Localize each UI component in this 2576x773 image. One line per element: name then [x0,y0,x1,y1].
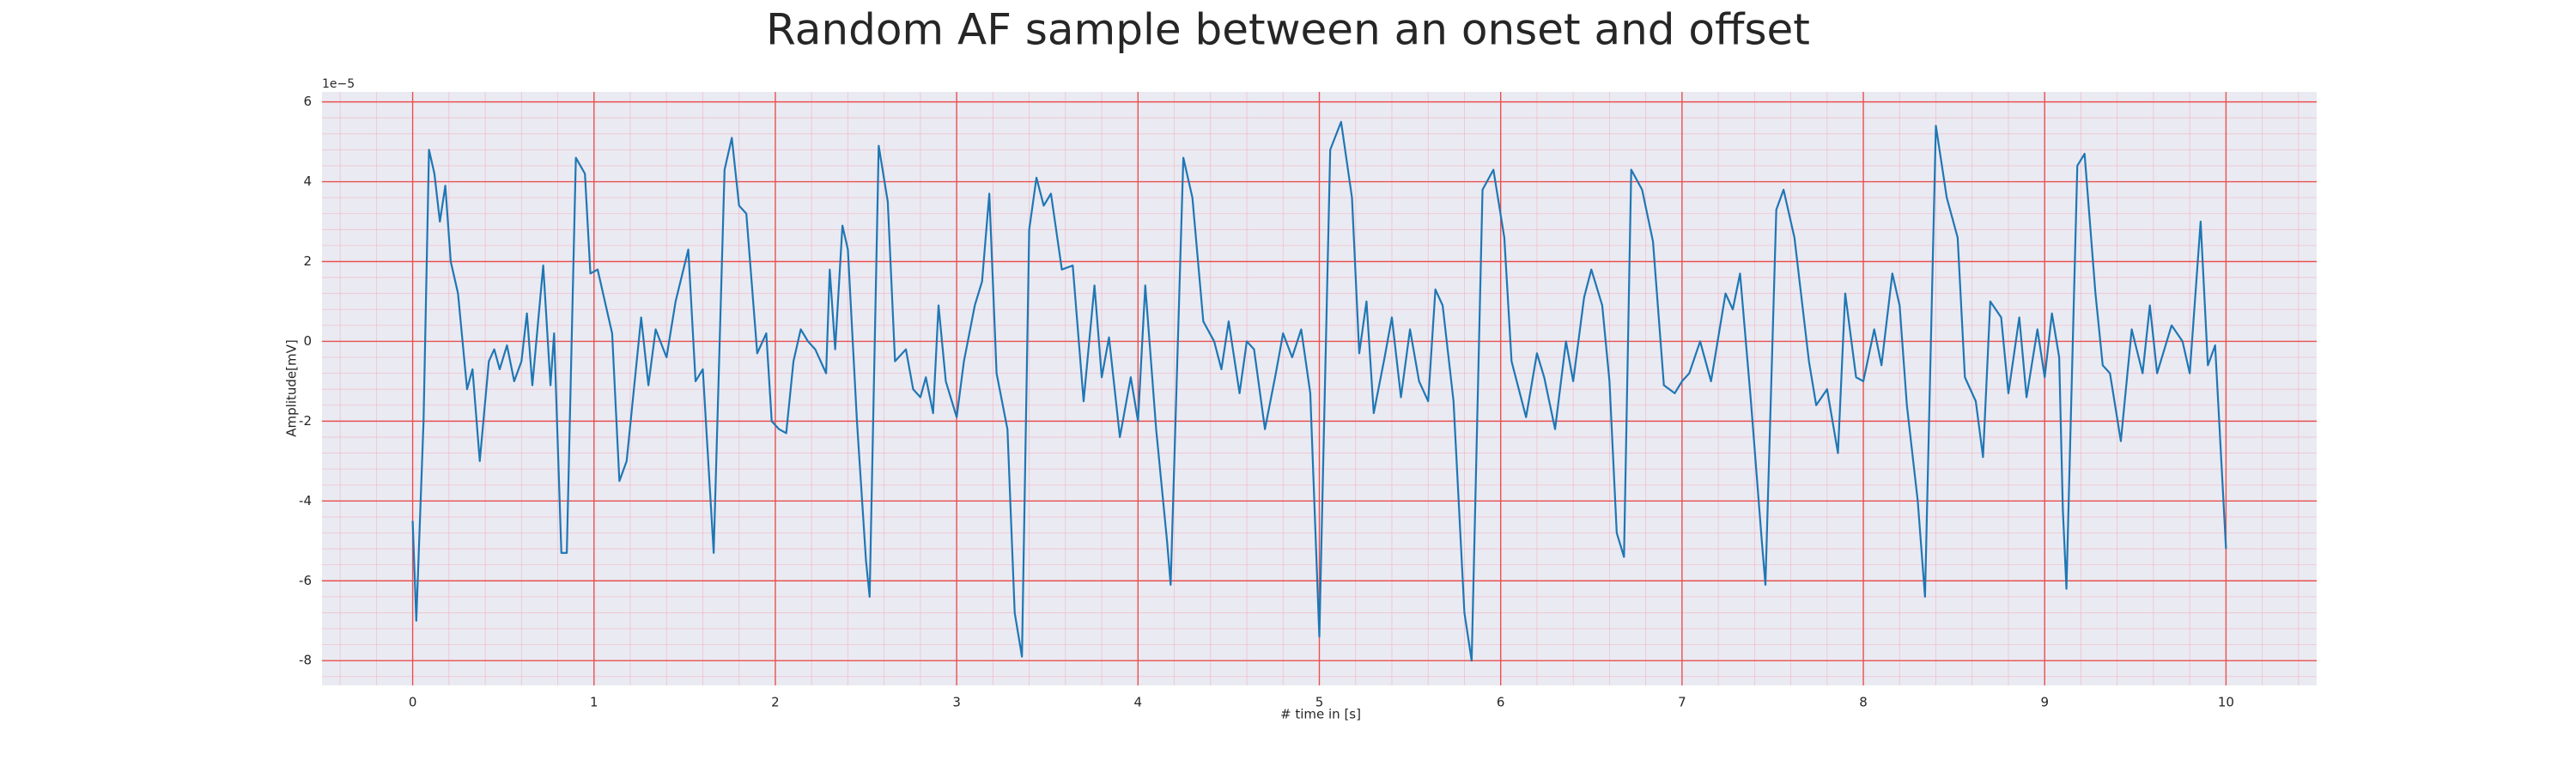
y-tick-label: -8 [299,653,312,668]
y-tick-label: -6 [299,573,312,588]
x-tick-label: 3 [952,695,961,710]
y-tick-label: 2 [303,253,312,269]
y-tick-label: -2 [299,413,312,429]
x-tick-label: 4 [1134,695,1143,710]
y-tick-label: 6 [303,94,312,109]
x-tick-label: 2 [771,695,780,710]
signal-line [411,120,2227,662]
y-tick-label: 0 [303,333,312,349]
y-tick-label: 4 [303,173,312,189]
x-tick-label: 5 [1315,695,1324,710]
x-axis-label: # time in [s] [1280,707,1361,722]
x-tick-label: 0 [409,695,417,710]
x-tick-label: 1 [590,695,598,710]
y-offset-label: 1e−5 [322,77,355,91]
chart-title: Random AF sample between an onset and of… [766,5,1810,55]
x-tick-label: 8 [1859,695,1868,710]
x-tick-label: 6 [1497,695,1505,710]
x-tick-label: 9 [2040,695,2049,710]
x-tick-label: 10 [2218,695,2234,710]
x-tick-label: 7 [1678,695,1686,710]
y-tick-label: -4 [299,493,312,508]
y-axis-label: Amplitude[mV] [284,339,300,436]
